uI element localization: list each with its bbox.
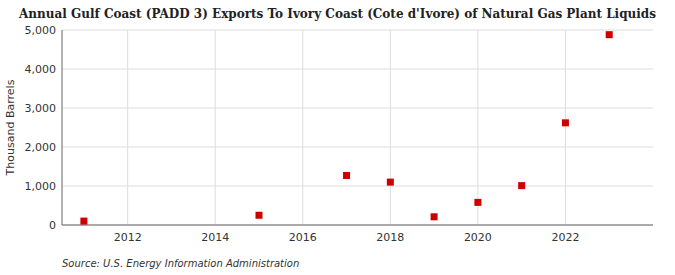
x-tick-label: 2014 bbox=[201, 231, 229, 244]
y-tick-label: 5,000 bbox=[25, 24, 57, 37]
x-axis-line bbox=[62, 225, 653, 226]
chart-container: 0 1,000 2,000 3,000 4,000 5,000 2012 2014 2016 20… bbox=[0, 0, 675, 275]
y-grid-line bbox=[62, 108, 653, 109]
x-tick-label: 2022 bbox=[551, 231, 579, 244]
x-grid-line bbox=[127, 30, 128, 225]
chart-title: Annual Gulf Coast (PADD 3) Exports To Iv… bbox=[18, 7, 656, 21]
tick-labels: 0 1,000 2,000 3,000 4,000 5,000 2012 2014 2016 20… bbox=[25, 24, 580, 244]
y-tick-label: 4,000 bbox=[25, 63, 57, 76]
points bbox=[80, 31, 612, 224]
y-grid-line bbox=[62, 225, 653, 226]
x-grid-line bbox=[302, 30, 303, 225]
y-grid-line bbox=[62, 186, 653, 187]
x-grid-line bbox=[477, 30, 478, 225]
y-grid-line bbox=[62, 147, 653, 148]
x-tick-label: 2016 bbox=[289, 231, 317, 244]
y-tick-label: 2,000 bbox=[25, 141, 57, 154]
point bbox=[474, 199, 481, 206]
chart-svg: 0 1,000 2,000 3,000 4,000 5,000 2012 2014 2016 20… bbox=[0, 0, 675, 275]
point bbox=[518, 182, 525, 189]
point bbox=[431, 213, 438, 220]
point bbox=[343, 172, 350, 179]
x-grid-line bbox=[565, 30, 566, 225]
source-annotation: Source: U.S. Energy Information Administ… bbox=[62, 258, 299, 269]
point bbox=[256, 212, 263, 219]
y-grid-line bbox=[62, 69, 653, 70]
y-grid-line bbox=[62, 30, 653, 31]
x-tick-label: 2012 bbox=[114, 231, 142, 244]
point bbox=[606, 31, 613, 38]
y-axis-line bbox=[62, 30, 63, 225]
point bbox=[80, 218, 87, 225]
x-grid-line bbox=[390, 30, 391, 225]
y-tick-label: 0 bbox=[49, 219, 56, 232]
x-grid-line bbox=[215, 30, 216, 225]
point bbox=[387, 179, 394, 186]
y-axis-label: Thousand Barrels bbox=[4, 79, 17, 176]
y-tick-label: 1,000 bbox=[25, 180, 57, 193]
x-tick-label: 2018 bbox=[376, 231, 404, 244]
point bbox=[562, 119, 569, 126]
x-tick-label: 2020 bbox=[464, 231, 492, 244]
grid bbox=[62, 30, 653, 225]
y-tick-label: 3,000 bbox=[25, 102, 57, 115]
